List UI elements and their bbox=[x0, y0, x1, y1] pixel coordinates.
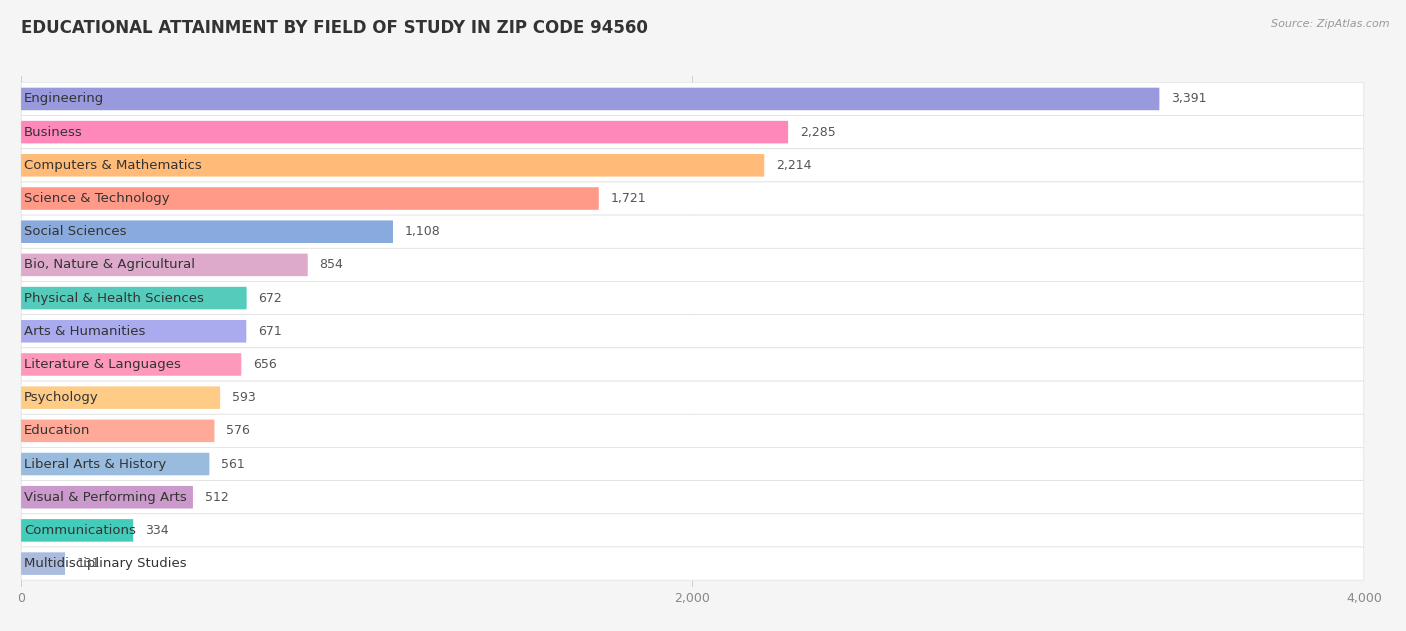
Text: 593: 593 bbox=[232, 391, 256, 404]
Text: 2,285: 2,285 bbox=[800, 126, 835, 139]
Text: 1,721: 1,721 bbox=[610, 192, 647, 205]
FancyBboxPatch shape bbox=[21, 115, 1364, 149]
FancyBboxPatch shape bbox=[21, 315, 1364, 348]
FancyBboxPatch shape bbox=[21, 519, 134, 541]
FancyBboxPatch shape bbox=[21, 453, 209, 475]
FancyBboxPatch shape bbox=[21, 547, 1364, 580]
FancyBboxPatch shape bbox=[21, 88, 1160, 110]
FancyBboxPatch shape bbox=[21, 83, 1364, 115]
Text: 334: 334 bbox=[145, 524, 169, 537]
FancyBboxPatch shape bbox=[21, 386, 221, 409]
Text: Psychology: Psychology bbox=[24, 391, 98, 404]
Text: Business: Business bbox=[24, 126, 83, 139]
FancyBboxPatch shape bbox=[21, 348, 1364, 381]
Text: 512: 512 bbox=[205, 491, 228, 504]
Text: Communications: Communications bbox=[24, 524, 135, 537]
Text: 3,391: 3,391 bbox=[1171, 93, 1206, 105]
FancyBboxPatch shape bbox=[21, 154, 765, 177]
Text: Computers & Mathematics: Computers & Mathematics bbox=[24, 159, 201, 172]
Text: Social Sciences: Social Sciences bbox=[24, 225, 127, 239]
FancyBboxPatch shape bbox=[21, 254, 308, 276]
Text: 854: 854 bbox=[319, 259, 343, 271]
FancyBboxPatch shape bbox=[21, 281, 1364, 315]
Text: 131: 131 bbox=[77, 557, 100, 570]
Text: Multidisciplinary Studies: Multidisciplinary Studies bbox=[24, 557, 187, 570]
FancyBboxPatch shape bbox=[21, 320, 246, 343]
Text: Engineering: Engineering bbox=[24, 93, 104, 105]
Text: 672: 672 bbox=[259, 292, 283, 305]
FancyBboxPatch shape bbox=[21, 381, 1364, 414]
Text: Science & Technology: Science & Technology bbox=[24, 192, 169, 205]
Text: Literature & Languages: Literature & Languages bbox=[24, 358, 180, 371]
Text: Source: ZipAtlas.com: Source: ZipAtlas.com bbox=[1271, 19, 1389, 29]
FancyBboxPatch shape bbox=[21, 182, 1364, 215]
FancyBboxPatch shape bbox=[21, 220, 394, 243]
FancyBboxPatch shape bbox=[21, 187, 599, 209]
FancyBboxPatch shape bbox=[21, 552, 65, 575]
FancyBboxPatch shape bbox=[21, 486, 193, 509]
Text: Liberal Arts & History: Liberal Arts & History bbox=[24, 457, 166, 471]
FancyBboxPatch shape bbox=[21, 149, 1364, 182]
FancyBboxPatch shape bbox=[21, 353, 242, 375]
FancyBboxPatch shape bbox=[21, 414, 1364, 447]
Text: 2,214: 2,214 bbox=[776, 159, 811, 172]
Text: 671: 671 bbox=[259, 325, 281, 338]
Text: Arts & Humanities: Arts & Humanities bbox=[24, 325, 145, 338]
Text: Bio, Nature & Agricultural: Bio, Nature & Agricultural bbox=[24, 259, 195, 271]
FancyBboxPatch shape bbox=[21, 249, 1364, 281]
Text: EDUCATIONAL ATTAINMENT BY FIELD OF STUDY IN ZIP CODE 94560: EDUCATIONAL ATTAINMENT BY FIELD OF STUDY… bbox=[21, 19, 648, 37]
FancyBboxPatch shape bbox=[21, 121, 789, 143]
FancyBboxPatch shape bbox=[21, 287, 246, 309]
Text: 561: 561 bbox=[221, 457, 245, 471]
FancyBboxPatch shape bbox=[21, 514, 1364, 547]
Text: 1,108: 1,108 bbox=[405, 225, 440, 239]
Text: 656: 656 bbox=[253, 358, 277, 371]
Text: Physical & Health Sciences: Physical & Health Sciences bbox=[24, 292, 204, 305]
FancyBboxPatch shape bbox=[21, 420, 215, 442]
Text: Education: Education bbox=[24, 424, 90, 437]
Text: Visual & Performing Arts: Visual & Performing Arts bbox=[24, 491, 187, 504]
FancyBboxPatch shape bbox=[21, 447, 1364, 481]
FancyBboxPatch shape bbox=[21, 481, 1364, 514]
Text: 576: 576 bbox=[226, 424, 250, 437]
FancyBboxPatch shape bbox=[21, 215, 1364, 249]
